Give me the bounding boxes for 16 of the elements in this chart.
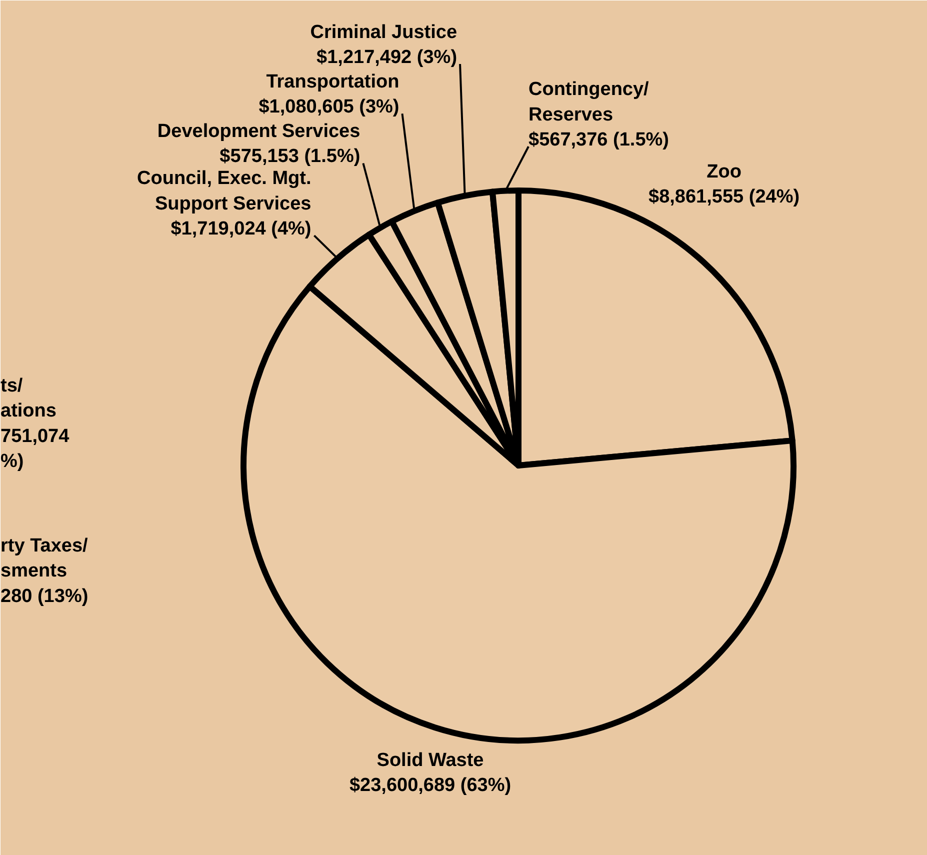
slice-label: Solid Waste (376, 750, 484, 771)
data-label: $1,217,492 (3%) (316, 46, 458, 68)
slice-label: Council, Exec. Mgt. Support Services (137, 168, 312, 214)
data-label: $23,600,689 (63%) (349, 774, 512, 796)
data-label: $575,153 (1.5%) (220, 146, 360, 168)
slice-label: Transportation (266, 71, 400, 92)
data-label: $567,376 (1.5%) (528, 130, 669, 150)
data-label: $8,861,555 (24%) (648, 186, 800, 208)
slice-label: Zoo (706, 161, 742, 182)
data-label: $1,719,024 (4%) (170, 218, 312, 240)
slice-label: Development Services (157, 120, 360, 142)
text: rty Taxes/ sments 280 (13%) (0, 536, 89, 607)
data-label: $1,080,605 (3%) (258, 96, 400, 118)
text: ts/ ations 751,074 %) (0, 376, 70, 472)
slice-label: Contingency/ Reserves (528, 79, 650, 126)
slice-label: Criminal Justice (310, 22, 458, 43)
